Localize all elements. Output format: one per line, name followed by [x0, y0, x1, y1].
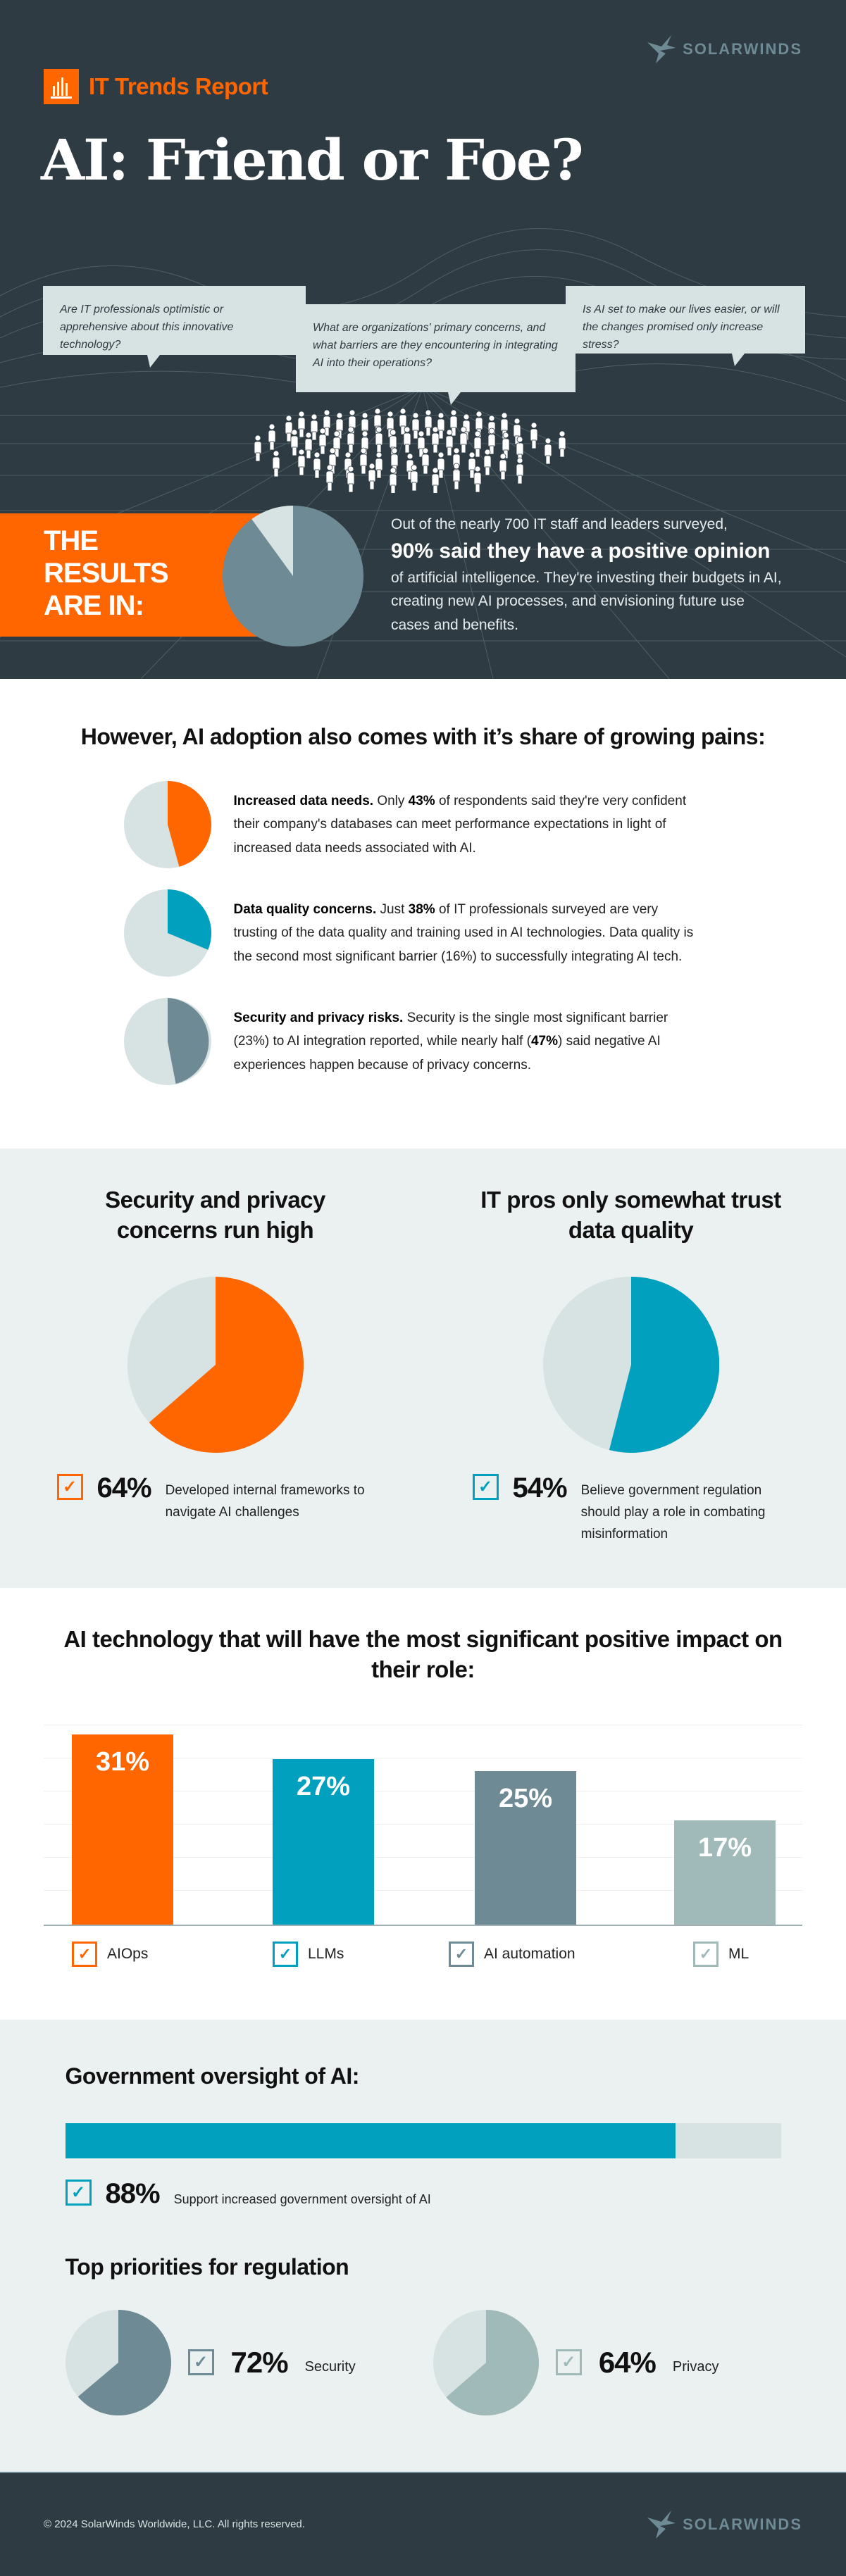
oversight-progress-bar: [65, 2122, 781, 2158]
page-title: AI: Friend or Foe?: [41, 127, 584, 193]
bar-ml: 17%: [674, 1820, 776, 1925]
legend-label: AIOps: [107, 1945, 149, 1962]
summary-lead: Out of the nearly 700 IT staff and leade…: [391, 516, 728, 532]
stat-oversight-support: ✓ 88% Support increased government overs…: [65, 2177, 781, 2211]
bar-chart-icon: [44, 69, 79, 104]
privacy-priority-pie-chart: [433, 2309, 539, 2415]
pain-item-data-quality: Data quality concerns. Just 38% of IT pr…: [123, 889, 723, 977]
security-privacy-pie-chart: [123, 998, 211, 1085]
question-bubble-2: What are organizations' primary concerns…: [296, 304, 576, 405]
logo-wordmark: SOLARWINDS: [683, 40, 802, 58]
footer: © 2024 SolarWinds Worldwide, LLC. All ri…: [0, 2471, 846, 2576]
bar-chart-title: AI technology that will have the most si…: [63, 1625, 783, 1682]
priority-security: ✓ 72% Security: [65, 2309, 356, 2415]
flame-logo-icon: [647, 35, 676, 63]
security-concerns-column: Security and privacy concerns run high ✓…: [56, 1185, 374, 1546]
legend-label: AI automation: [484, 1945, 576, 1962]
legend-item-ml: ✓ ML: [693, 1941, 749, 1967]
security-priority-pie-chart: [65, 2309, 171, 2415]
check-icon: ✓: [187, 2349, 214, 2376]
priority-label: Security: [304, 2359, 356, 2375]
oversight-progress-fill: [65, 2122, 676, 2158]
government-oversight-section: Government oversight of AI: ✓ 88% Suppor…: [0, 2017, 846, 2472]
check-icon: ✓: [273, 1941, 298, 1967]
priorities-heading: Top priorities for regulation: [65, 2253, 349, 2280]
ai-technology-bar-chart: 31% 27% 25% 17%: [44, 1724, 802, 1926]
ai-technology-impact-section: AI technology that will have the most si…: [0, 1588, 846, 2018]
concerns-section: Security and privacy concerns run high ✓…: [0, 1149, 846, 1588]
check-icon: ✓: [472, 1473, 499, 1500]
check-icon: ✓: [693, 1941, 719, 1967]
priority-label: Privacy: [672, 2359, 719, 2375]
logo-wordmark: SOLARWINDS: [683, 2515, 802, 2533]
column-heading: Security and privacy concerns run high: [105, 1187, 325, 1243]
stat-government-regulation: ✓ 54% Believe government regulation shou…: [472, 1471, 790, 1546]
results-line-1: THE: [44, 525, 99, 556]
priority-percent: 72%: [230, 2345, 289, 2379]
priorities-row: ✓ 72% Security ✓ 64% Privacy: [65, 2309, 781, 2415]
results-line-2: RESULTS: [44, 558, 169, 589]
pain-text: Security and privacy risks. Security is …: [233, 1011, 668, 1073]
flame-logo-icon: [647, 2510, 676, 2539]
question-bubble-3: Is AI set to make our lives easier, or w…: [566, 286, 805, 366]
question-bubble-1: Are IT professionals optimistic or appre…: [43, 286, 306, 368]
report-tag-label: IT Trends Report: [89, 73, 268, 99]
bar-chart-legend: ✓ AIOps ✓ LLMs ✓ AI automation ✓ ML: [44, 1926, 802, 1975]
check-icon: ✓: [72, 1941, 97, 1967]
check-icon: ✓: [555, 2349, 582, 2376]
crowd-of-people-icon: [254, 408, 566, 493]
column-heading: IT pros only somewhat trust data quality: [480, 1187, 781, 1243]
check-icon: ✓: [56, 1473, 83, 1500]
bar-ai-automation: 25%: [475, 1770, 576, 1925]
hero-section: SOLARWINDS IT Trends Report AI: Friend o…: [0, 0, 846, 679]
legend-item-llms: ✓ LLMs: [273, 1941, 344, 1967]
summary-body: of artificial intelligence. They're inve…: [391, 569, 782, 633]
stat-internal-frameworks: ✓ 64% Developed internal frameworks to n…: [56, 1471, 374, 1524]
government-oversight-heading: Government oversight of AI:: [65, 2063, 360, 2089]
growing-pains-heading: However, AI adoption also comes with it’…: [80, 724, 766, 749]
pain-text: Increased data needs. Only 43% of respon…: [233, 794, 687, 856]
pain-item-data-needs: Increased data needs. Only 43% of respon…: [123, 781, 723, 868]
internal-frameworks-pie-chart: [127, 1276, 304, 1453]
footer-solarwinds-logo[interactable]: SOLARWINDS: [646, 2510, 802, 2539]
check-icon: ✓: [65, 2179, 92, 2206]
copyright-text: © 2024 SolarWinds Worldwide, LLC. All ri…: [44, 2518, 305, 2531]
results-summary: Out of the nearly 700 IT staff and leade…: [391, 513, 785, 637]
solarwinds-logo[interactable]: SOLARWINDS: [646, 35, 802, 63]
stat-percent: 88%: [105, 2177, 161, 2209]
positive-opinion-pie-chart: [223, 506, 363, 646]
pain-item-security-privacy: Security and privacy risks. Security is …: [123, 998, 723, 1085]
report-tag: IT Trends Report: [44, 69, 268, 104]
stat-description: Support increased government oversight o…: [173, 2192, 431, 2206]
stat-description: Developed internal frameworks to navigat…: [165, 1482, 365, 1520]
legend-item-aiops: ✓ AIOps: [72, 1941, 149, 1967]
government-regulation-pie-chart: [542, 1276, 719, 1453]
stat-description: Believe government regulation should pla…: [580, 1482, 766, 1542]
check-icon: ✓: [449, 1941, 474, 1967]
bar-llms: 27%: [273, 1758, 374, 1925]
legend-label: ML: [728, 1945, 749, 1962]
priority-privacy: ✓ 64% Privacy: [433, 2309, 719, 2415]
growing-pains-section: However, AI adoption also comes with it’…: [0, 679, 846, 1149]
results-heading: THE RESULTS ARE IN:: [44, 525, 169, 622]
legend-item-ai-automation: ✓ AI automation: [449, 1941, 576, 1967]
pain-text: Data quality concerns. Just 38% of IT pr…: [233, 902, 694, 964]
bar-aiops: 31%: [72, 1734, 173, 1925]
data-needs-pie-chart: [123, 781, 211, 868]
stat-percent: 64%: [97, 1472, 152, 1503]
summary-highlight: 90% said they have a positive opinion: [391, 539, 771, 563]
priority-percent: 64%: [598, 2345, 657, 2379]
results-line-3: ARE IN:: [44, 590, 144, 621]
data-quality-column: IT pros only somewhat trust data quality…: [472, 1185, 790, 1546]
data-quality-pie-chart: [123, 889, 211, 977]
legend-label: LLMs: [308, 1945, 344, 1962]
stat-percent: 54%: [512, 1472, 568, 1503]
